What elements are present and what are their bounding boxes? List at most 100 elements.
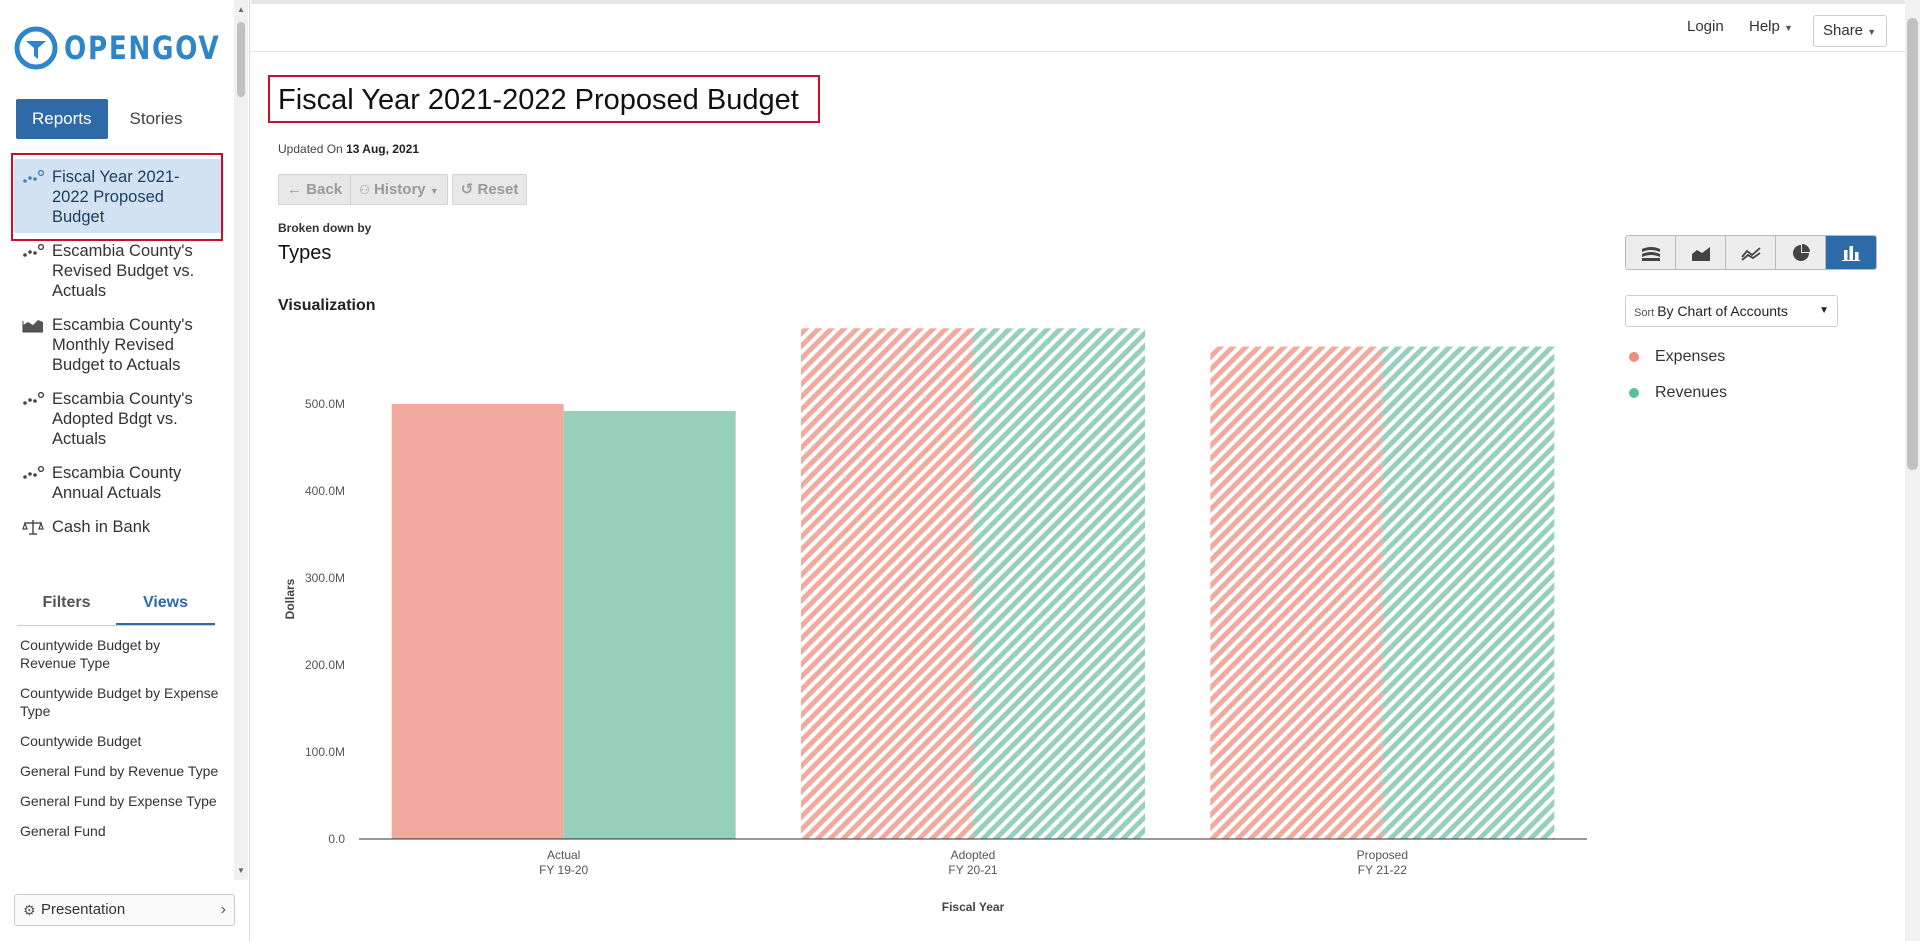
legend-item[interactable]: Expenses [1629, 339, 1727, 375]
chevron-right-icon: › [220, 901, 226, 918]
sort-value: By Chart of Accounts [1657, 303, 1788, 319]
reports-tab[interactable]: Reports [16, 99, 108, 139]
pie-button[interactable] [1776, 236, 1826, 269]
bar-expenses[interactable] [391, 404, 564, 839]
sidebar-scrollbar-thumb[interactable] [237, 22, 245, 97]
dot-chart-icon [23, 169, 44, 183]
brand-name: OPENGOV [64, 29, 221, 67]
view-item[interactable]: General Fund [20, 823, 106, 839]
bars-group [391, 328, 1555, 839]
bar-revenues[interactable] [563, 410, 736, 839]
caret-down-icon: ▼ [1784, 23, 1793, 33]
presentation-button[interactable]: ⚙ Presentation › [14, 894, 235, 926]
report-item[interactable]: Fiscal Year 2021-2022 Proposed Budget [14, 159, 224, 233]
y-tick-label: 100.0M [305, 745, 345, 759]
y-tick-label: 400.0M [305, 484, 345, 498]
x-tick-label: FY 20-21 [948, 863, 997, 877]
area-button[interactable] [1676, 236, 1726, 269]
legend-label: Expenses [1655, 348, 1726, 365]
bar-expenses[interactable] [801, 328, 973, 839]
x-tick-label: Adopted [951, 848, 996, 862]
y-tick-label: 500.0M [305, 397, 345, 411]
filters-tab[interactable]: Filters [42, 594, 91, 611]
help-label: Help [1749, 18, 1780, 35]
legend-item[interactable]: Revenues [1629, 375, 1727, 411]
report-item[interactable]: Cash in Bank [0, 509, 232, 543]
y-axis-label: Dollars [283, 578, 297, 619]
history-icon: ⚇ [359, 183, 370, 197]
broken-down-label: Broken down by [278, 221, 372, 235]
reset-icon: ↺ [460, 181, 474, 198]
pie-icon [1792, 243, 1810, 261]
caret-down-icon: ▼ [429, 186, 439, 196]
view-item[interactable]: General Fund by Revenue Type [20, 763, 219, 779]
view-item[interactable]: General Fund by Expense Type [20, 793, 217, 809]
caret-down-icon: ▼ [1819, 305, 1829, 316]
bar-expenses[interactable] [1210, 346, 1383, 839]
help-menu[interactable]: Help ▼ [1749, 18, 1793, 35]
views-tab[interactable]: Views [116, 590, 215, 625]
x-axis-label: Fiscal Year [942, 900, 1005, 914]
report-label: Escambia County Annual Actuals [52, 464, 182, 502]
chart-type-switcher [1625, 235, 1877, 270]
page-title: Fiscal Year 2021-2022 Proposed Budget [278, 84, 799, 116]
sidebar-scrollbar[interactable] [234, 0, 248, 880]
stacked-area-button[interactable] [1626, 236, 1676, 269]
bar-revenues[interactable] [1382, 346, 1555, 839]
presentation-label: Presentation [41, 901, 126, 918]
report-item[interactable]: Escambia County's Revised Budget vs. Act… [0, 233, 232, 307]
history-label: History [373, 181, 426, 198]
view-item[interactable]: Countywide Budget by Revenue Type [20, 637, 161, 671]
x-tick-label: Proposed [1357, 848, 1408, 862]
line-icon [1740, 246, 1761, 261]
broken-down-value[interactable]: Types [278, 242, 332, 264]
y-tick-label: 300.0M [305, 571, 345, 585]
views-list: Countywide Budget by Revenue Type County… [20, 636, 220, 878]
dot-chart-icon [23, 243, 44, 257]
sidebar: OPENGOV Reports Stories Fiscal Year 2021… [0, 0, 250, 941]
x-tick-label: Actual [547, 848, 580, 862]
line-button[interactable] [1726, 236, 1776, 269]
report-item[interactable]: Escambia County's Monthly Revised Budget… [0, 307, 232, 381]
bar-revenues[interactable] [973, 328, 1145, 839]
back-label: Back [306, 181, 343, 198]
view-item[interactable]: Countywide Budget [20, 733, 142, 749]
report-label: Escambia County's Monthly Revised Budget… [52, 316, 193, 374]
dot-chart-icon [23, 465, 44, 479]
sort-label: Sort [1634, 307, 1655, 319]
scroll-down-icon[interactable]: ▼ [237, 866, 245, 875]
login-link[interactable]: Login [1687, 18, 1724, 35]
back-button[interactable]: ← Back [278, 174, 352, 205]
y-tick-label: 200.0M [305, 658, 345, 672]
stacked-area-icon [1641, 246, 1660, 261]
bar-button[interactable] [1826, 236, 1876, 269]
scroll-up-icon[interactable]: ▲ [237, 5, 245, 14]
nav-tabs: Reports Stories [16, 99, 190, 139]
report-label: Cash in Bank [52, 518, 151, 536]
opengov-logo[interactable]: OPENGOV [14, 22, 255, 74]
share-button[interactable]: Share ▼ [1813, 15, 1887, 47]
report-label: Fiscal Year 2021-2022 Proposed Budget [52, 168, 180, 226]
area-icon [1691, 246, 1710, 261]
report-item[interactable]: Escambia County's Adopted Bdgt vs. Actua… [0, 381, 232, 455]
top-bar: Login Help ▼ Share ▼ [251, 0, 1906, 52]
legend-dot [1629, 352, 1639, 362]
reset-button[interactable]: ↺ Reset [451, 174, 528, 205]
x-tick-label: FY 21-22 [1358, 863, 1407, 877]
legend-dot [1629, 388, 1639, 398]
stories-tab[interactable]: Stories [129, 109, 183, 128]
arrow-left-icon: ← [287, 181, 302, 198]
updated-on: Updated On 13 Aug, 2021 [278, 142, 419, 156]
updated-prefix: Updated On [278, 142, 343, 156]
updated-date: 13 Aug, 2021 [346, 142, 419, 156]
sort-select[interactable]: Sort By Chart of Accounts ▼ [1625, 295, 1838, 327]
report-label: Escambia County's Revised Budget vs. Act… [52, 242, 195, 300]
history-button[interactable]: ⚇ History ▼ [350, 174, 448, 205]
page-scrollbar-thumb[interactable] [1907, 18, 1918, 470]
legend-label: Revenues [1655, 384, 1728, 401]
filter-view-tabs: Filters Views [17, 590, 215, 626]
chart-legend: Expenses Revenues [1629, 339, 1727, 411]
view-item[interactable]: Countywide Budget by Expense Type [20, 685, 219, 719]
reset-label: Reset [477, 181, 519, 198]
report-item[interactable]: Escambia County Annual Actuals [0, 455, 232, 509]
